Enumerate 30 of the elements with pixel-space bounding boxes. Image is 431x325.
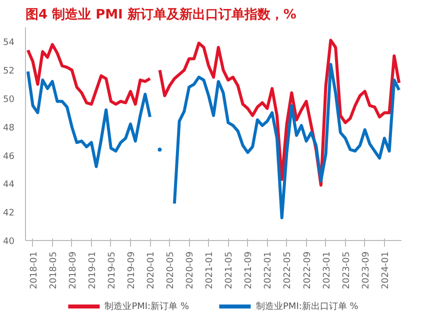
y-tick-label: 46 bbox=[3, 152, 15, 162]
x-tick-label: 2024-01 bbox=[380, 251, 391, 290]
x-tick-label: 2021-05 bbox=[224, 251, 235, 290]
y-tick-label: 54 bbox=[3, 38, 15, 48]
y-tick-label: 40 bbox=[3, 237, 15, 247]
x-tick-label: 2018-01 bbox=[29, 251, 40, 290]
y-tick-label: 52 bbox=[3, 66, 14, 77]
x-tick-label: 2019-01 bbox=[88, 251, 98, 290]
y-tick-label: 50 bbox=[3, 95, 15, 105]
x-tick-label: 2023-01 bbox=[322, 251, 332, 290]
x-tick-label: 2018-05 bbox=[48, 251, 59, 290]
x-tick-label: 2021-01 bbox=[205, 251, 216, 290]
x-tick-label: 2022-09 bbox=[302, 251, 313, 290]
legend-label: 制造业PMI:新订单 % bbox=[104, 300, 189, 312]
y-tick-label: 48 bbox=[3, 123, 15, 134]
x-tick-label: 2023-05 bbox=[342, 251, 352, 290]
y-tick-label: 44 bbox=[3, 180, 15, 190]
x-tick-label: 2020-09 bbox=[186, 251, 196, 290]
x-tick-label: 2020-05 bbox=[166, 251, 176, 290]
chart-title: 图4 制造业 PMI 新订单及新出口订单指数，% bbox=[26, 6, 296, 22]
x-tick-label: 2018-09 bbox=[68, 251, 78, 290]
x-tick-label: 2022-05 bbox=[283, 251, 294, 290]
x-tick-label: 2020-01 bbox=[146, 251, 157, 290]
x-tick-label: 2019-05 bbox=[107, 251, 118, 290]
x-tick-label: 2021-09 bbox=[244, 251, 254, 290]
legend-label: 制造业PMI:新出口订单 % bbox=[256, 300, 358, 312]
y-tick-label: 42 bbox=[3, 208, 14, 219]
x-tick-label: 2022-01 bbox=[264, 251, 274, 290]
x-tick-label: 2019-09 bbox=[126, 251, 137, 290]
x-tick-label: 2023-09 bbox=[361, 251, 372, 290]
